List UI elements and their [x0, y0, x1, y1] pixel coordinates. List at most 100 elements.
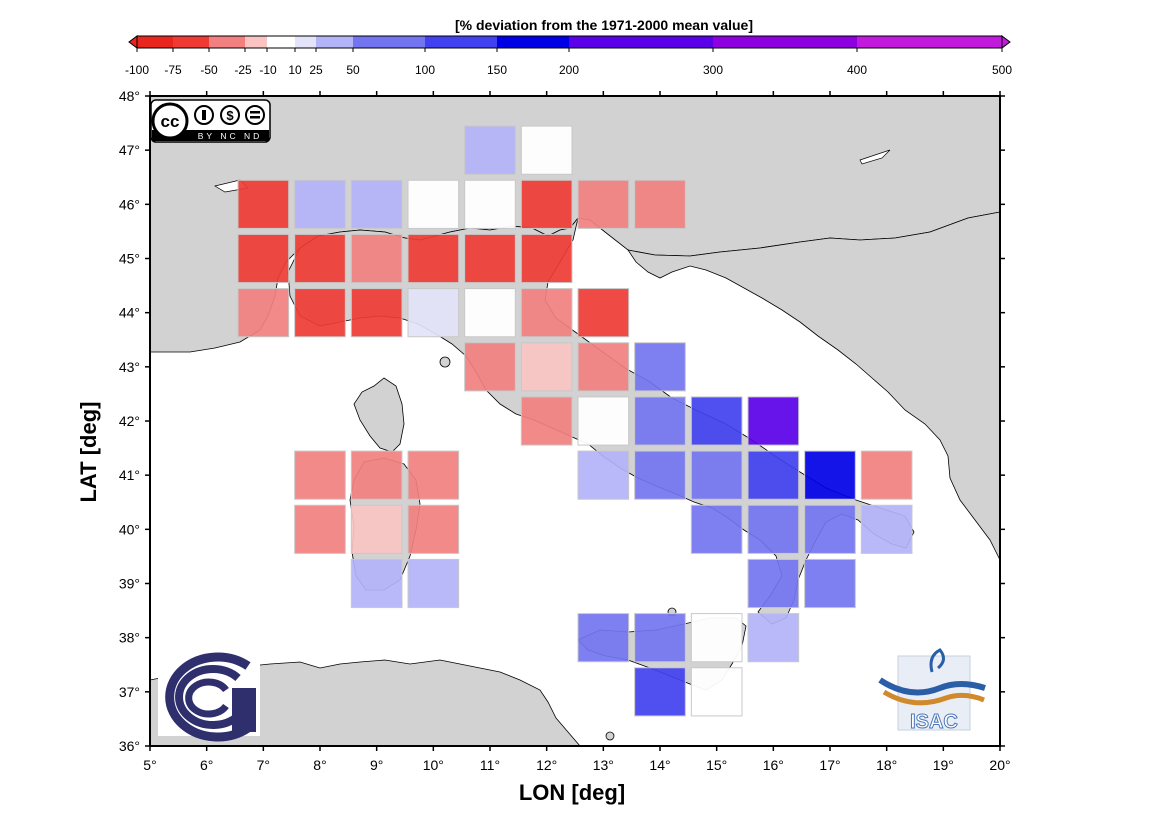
grid-cell: [577, 179, 630, 229]
y-tick-label: 42°: [119, 413, 140, 429]
nd-bar-2: [250, 116, 260, 119]
grid-cell: [237, 233, 290, 284]
colorbar-segment: [353, 36, 425, 48]
grid-cell: [464, 179, 516, 229]
grid-cell: [464, 342, 516, 392]
x-tick-label: 8°: [313, 757, 326, 773]
land-malta: [605, 731, 615, 741]
grid-cell: [634, 396, 686, 446]
colorbar-tick-label: 300: [703, 63, 723, 77]
grid-cell: [577, 396, 630, 446]
colorbar-tick-label: 25: [309, 63, 323, 77]
grid-cell: [237, 179, 290, 229]
grid-cell: [407, 288, 460, 338]
colorbar-tick-label: 100: [415, 63, 435, 77]
land-balkans: [627, 211, 1000, 561]
grid-cell: [464, 288, 516, 338]
colorbar-segment: [497, 36, 569, 48]
y-tick-label: 36°: [119, 738, 140, 754]
grid-cell: [407, 233, 460, 284]
x-tick-labels: 5° 6° 7° 8° 9° 10° 11° 12° 13° 14° 15° 16° 17° 18° 19°…: [143, 757, 1010, 773]
y-tick-label: 44°: [119, 305, 140, 321]
by-figure: [202, 110, 206, 120]
grid-cell: [804, 450, 856, 500]
colorbar-low-arrow: [128, 35, 138, 49]
grid-cell: [577, 613, 630, 663]
grid-cell: [634, 342, 686, 392]
cc-text: cc: [161, 112, 180, 131]
cnr-arc-outer: [165, 652, 251, 742]
colorbar-segment: [245, 36, 267, 48]
colorbar-tick-label: 200: [559, 63, 579, 77]
y-tick-label: 46°: [119, 196, 140, 212]
colorbar-ticks: -100 -75 -50 -25 -10 10 25 50 100 150 200 300 400 500: [125, 48, 1012, 77]
x-tick-label: 5°: [143, 757, 156, 773]
grid-cell: [804, 504, 856, 554]
map-panel: 5° 6° 7° 8° 9° 10° 11° 12° 13° 14° 15° 16° 17° 18° 19°…: [76, 88, 1011, 805]
grid-cell: [237, 288, 290, 338]
grid-cell: [860, 504, 913, 554]
colorbar-segment: [857, 36, 1002, 48]
colorbar-segment: [267, 36, 295, 48]
grid-cell: [577, 342, 630, 392]
colorbar-segment: [425, 36, 497, 48]
y-tick-label: 47°: [119, 142, 140, 158]
x-tick-label: 17°: [819, 757, 840, 773]
x-tick-label: 19°: [933, 757, 954, 773]
grid-cell: [294, 450, 346, 500]
colorbar-segment: [569, 36, 713, 48]
y-tick-label: 45°: [119, 251, 140, 267]
grid-cell: [747, 613, 800, 663]
grid-cell: [407, 504, 460, 554]
land-corsica: [353, 377, 405, 453]
x-tick-label: 13°: [593, 757, 614, 773]
colorbar-tick-label: 150: [487, 63, 507, 77]
colorbar-tick-label: -10: [259, 63, 277, 77]
grid-cell: [747, 396, 800, 446]
grid-cell: [350, 504, 403, 554]
x-tick-label: 10°: [423, 757, 444, 773]
grid-cell: [294, 504, 346, 554]
nc-icon: [220, 105, 240, 125]
grid-cell: [634, 179, 686, 229]
grid-cell: [294, 179, 346, 229]
x-tick-label: 6°: [200, 757, 213, 773]
grid-cell: [690, 450, 743, 500]
grid-cell: [350, 179, 403, 229]
x-tick-label: 18°: [876, 757, 897, 773]
grid-cell: [407, 450, 460, 500]
colorbar-segment: [316, 36, 353, 48]
grid-cell: [634, 613, 686, 663]
x-tick-label: 14°: [649, 757, 670, 773]
cc-license-logo: cc $ BY NC ND: [150, 99, 271, 143]
grid-cell: [350, 558, 403, 609]
y-tick-label: 38°: [119, 630, 140, 646]
grid-cell: [294, 288, 346, 338]
x-tick-label: 15°: [706, 757, 727, 773]
y-tick-labels: 36° 37° 38° 39° 40° 41° 42° 43° 44° 45° 46° 47° 48°: [119, 88, 140, 754]
grid-cell: [747, 450, 800, 500]
deviation-grid: [237, 125, 913, 717]
grid-cell: [577, 450, 630, 500]
colorbar-tick-label: 50: [346, 63, 360, 77]
grid-cell: [634, 667, 686, 717]
grid-cell: [690, 396, 743, 446]
colorbar-high-arrow: [1001, 35, 1011, 49]
x-tick-label: 7°: [257, 757, 270, 773]
grid-cell: [520, 233, 573, 284]
y-tick-label: 41°: [119, 467, 140, 483]
grid-cell: [520, 342, 573, 392]
colorbar-tick-label: 500: [992, 63, 1012, 77]
lake-balaton: [859, 149, 891, 165]
grid-cell: [350, 233, 403, 284]
cc-icon: [151, 102, 189, 140]
y-tick-label: 48°: [119, 88, 140, 104]
x-axis-title: LON [deg]: [519, 780, 625, 805]
grid-cell: [804, 558, 856, 609]
colorbar-segment: [137, 36, 173, 48]
cc-subtext: BY NC ND: [198, 131, 262, 141]
colorbar-tick-label: 10: [288, 63, 302, 77]
grid-cell: [520, 179, 573, 229]
grid-cell: [860, 450, 913, 500]
